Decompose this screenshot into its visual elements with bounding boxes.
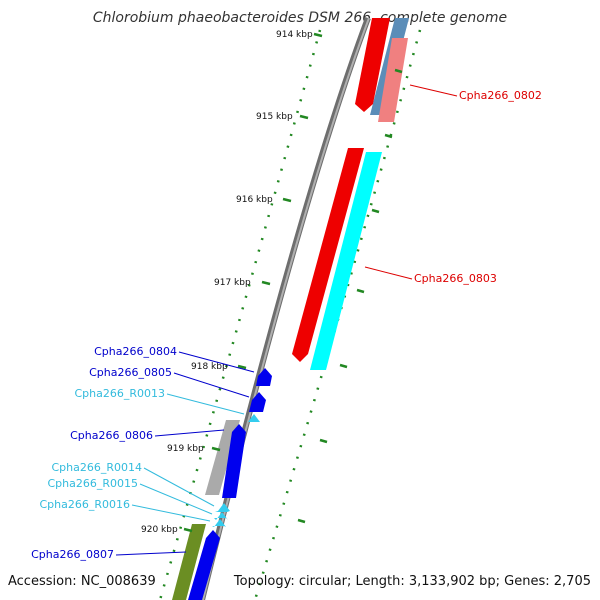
gene-label: Cpha266_R0015 bbox=[47, 477, 138, 490]
gene-leader-line bbox=[139, 483, 213, 515]
feature-R0013 bbox=[245, 414, 260, 422]
gene-label: Cpha266_0802 bbox=[459, 89, 542, 102]
outer-tick-mark bbox=[356, 288, 365, 294]
inner-tick-track bbox=[158, 29, 322, 600]
label-layer: Cpha266_0802 Cpha266_0803 Cpha266_0804 Cpha… bbox=[31, 84, 542, 561]
feature-R0014 bbox=[215, 503, 230, 512]
gene-leader-line bbox=[409, 84, 458, 97]
gene-label: Cpha266_R0016 bbox=[39, 498, 130, 511]
outer-tick-mark bbox=[384, 133, 393, 139]
tick-mark bbox=[261, 280, 271, 286]
gene-leader-line bbox=[178, 351, 255, 373]
tick-label: 919 kbp bbox=[167, 444, 204, 454]
feature-R0015 bbox=[214, 512, 228, 520]
gene-label: Cpha266_R0013 bbox=[74, 387, 165, 400]
gene-label: Cpha266_0806 bbox=[70, 429, 153, 442]
outer-tick-mark bbox=[297, 518, 306, 524]
accession-text: Accession: NC_008639 bbox=[8, 574, 156, 589]
tick-layer: 914 kbp 915 kbp 916 kbp 917 kbp 918 kbp 919 k… bbox=[141, 30, 403, 535]
feature-0802-pink bbox=[378, 38, 408, 122]
tick-label: 915 kbp bbox=[256, 112, 293, 122]
tick-label: 917 kbp bbox=[214, 278, 251, 288]
summary-text: Topology: circular; Length: 3,133,902 bp… bbox=[233, 574, 591, 589]
feature-0805 bbox=[249, 392, 266, 412]
outer-tick-mark bbox=[394, 68, 403, 74]
outer-tick-track bbox=[253, 29, 422, 600]
feature-layer bbox=[172, 18, 409, 600]
gene-label: Cpha266_0803 bbox=[414, 272, 497, 285]
feature-0803-red bbox=[292, 148, 364, 362]
gene-label: Cpha266_0804 bbox=[94, 345, 177, 358]
tick-label: 920 kbp bbox=[141, 525, 178, 535]
tick-mark bbox=[183, 527, 193, 533]
feature-R0016 bbox=[212, 519, 226, 527]
tick-mark bbox=[237, 364, 247, 370]
feature-0807-blue bbox=[188, 530, 220, 600]
gene-leader-line bbox=[364, 266, 413, 280]
tick-label: 918 kbp bbox=[191, 362, 228, 372]
tick-mark bbox=[313, 32, 323, 38]
gene-leader-line bbox=[154, 429, 225, 437]
gene-leader-line bbox=[166, 393, 245, 415]
gene-label: Cpha266_0805 bbox=[89, 366, 172, 379]
backbone-arc bbox=[199, 16, 371, 600]
gene-leader-line bbox=[173, 372, 250, 398]
backbone-highlight bbox=[202, 17, 370, 600]
feature-0803-cyan bbox=[310, 152, 382, 370]
gene-leader-line bbox=[131, 504, 211, 522]
tick-label: 916 kbp bbox=[236, 195, 273, 205]
gene-label: Cpha266_R0014 bbox=[51, 461, 142, 474]
tick-mark bbox=[282, 197, 292, 203]
feature-0804 bbox=[256, 368, 272, 386]
outer-tick-mark bbox=[319, 438, 328, 444]
tick-mark bbox=[211, 446, 221, 452]
feature-0807-olive bbox=[172, 524, 206, 600]
gene-leader-line bbox=[115, 551, 187, 556]
feature-0802-red bbox=[355, 18, 390, 112]
gene-label: Cpha266_0807 bbox=[31, 548, 114, 561]
outer-tick-mark bbox=[339, 363, 348, 369]
tick-label: 914 kbp bbox=[276, 30, 313, 40]
feature-0806-blue bbox=[222, 424, 246, 498]
gene-leader-line bbox=[143, 467, 215, 507]
outer-tick-mark bbox=[371, 208, 380, 214]
tick-mark bbox=[299, 114, 309, 120]
